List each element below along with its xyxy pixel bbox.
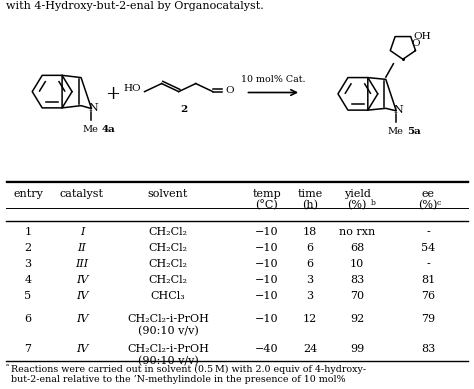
Text: −10: −10 xyxy=(255,314,279,324)
Text: HO: HO xyxy=(123,84,141,93)
Text: 10 mol% Cat.: 10 mol% Cat. xyxy=(241,75,306,84)
Text: 5a: 5a xyxy=(407,128,420,137)
Text: time: time xyxy=(297,189,323,199)
Text: 2: 2 xyxy=(25,243,32,253)
Text: −10: −10 xyxy=(255,275,279,285)
Text: entry: entry xyxy=(13,189,43,199)
Text: no rxn: no rxn xyxy=(339,227,375,237)
Text: +: + xyxy=(105,85,120,103)
Text: −10: −10 xyxy=(255,291,279,301)
Text: catalyst: catalyst xyxy=(60,189,104,199)
Text: temp: temp xyxy=(253,189,282,199)
Text: 7: 7 xyxy=(25,344,31,354)
Text: (%): (%) xyxy=(419,200,438,210)
Text: yield: yield xyxy=(344,189,371,199)
Text: Me: Me xyxy=(82,125,99,134)
Text: OH: OH xyxy=(413,32,431,41)
Text: IV: IV xyxy=(76,275,88,285)
Text: 6: 6 xyxy=(306,243,314,253)
Text: 10: 10 xyxy=(350,259,364,269)
Text: −10: −10 xyxy=(255,227,279,237)
Text: ee: ee xyxy=(421,189,435,199)
Text: (h): (h) xyxy=(302,200,318,210)
Text: (%): (%) xyxy=(347,200,367,210)
Text: II: II xyxy=(78,243,86,253)
Text: 3: 3 xyxy=(306,291,314,301)
Text: IV: IV xyxy=(76,344,88,354)
Text: 70: 70 xyxy=(350,291,364,301)
Text: 79: 79 xyxy=(421,314,435,324)
Text: O: O xyxy=(225,86,234,95)
Text: O: O xyxy=(411,39,420,48)
Text: CH₂Cl₂: CH₂Cl₂ xyxy=(148,275,188,285)
Text: 4: 4 xyxy=(25,275,32,285)
Text: 99: 99 xyxy=(350,344,364,354)
Text: N: N xyxy=(89,103,98,113)
Text: 3: 3 xyxy=(25,259,32,269)
Text: 81: 81 xyxy=(421,275,435,285)
Text: 24: 24 xyxy=(303,344,317,354)
Text: 12: 12 xyxy=(303,314,317,324)
Text: (90:10 v/v): (90:10 v/v) xyxy=(137,356,199,366)
Text: 54: 54 xyxy=(421,243,435,253)
Text: 6: 6 xyxy=(25,314,32,324)
Text: 18: 18 xyxy=(303,227,317,237)
Text: ᵃ: ᵃ xyxy=(6,363,9,371)
Text: −40: −40 xyxy=(255,344,279,354)
Text: 83: 83 xyxy=(350,275,364,285)
Text: −10: −10 xyxy=(255,259,279,269)
Text: with 4-Hydroxy-but-2-enal by Organocatalyst.: with 4-Hydroxy-but-2-enal by Organocatal… xyxy=(6,1,264,11)
Text: 6: 6 xyxy=(306,259,314,269)
Text: 76: 76 xyxy=(421,291,435,301)
Text: (90:10 v/v): (90:10 v/v) xyxy=(137,326,199,336)
Text: -: - xyxy=(426,227,430,237)
Text: CH₂Cl₂: CH₂Cl₂ xyxy=(148,259,188,269)
Text: N: N xyxy=(393,105,403,115)
Text: CH₂Cl₂-i-PrOH: CH₂Cl₂-i-PrOH xyxy=(127,314,209,324)
Text: 1: 1 xyxy=(25,227,32,237)
Text: solvent: solvent xyxy=(148,189,188,199)
Text: 5: 5 xyxy=(25,291,32,301)
Text: 83: 83 xyxy=(421,344,435,354)
Text: CHCl₃: CHCl₃ xyxy=(151,291,185,301)
Text: Me: Me xyxy=(387,128,403,137)
Text: 2: 2 xyxy=(180,105,187,114)
Text: (°C): (°C) xyxy=(255,200,278,210)
Text: IV: IV xyxy=(76,314,88,324)
Text: -: - xyxy=(426,259,430,269)
Text: 4a: 4a xyxy=(102,125,116,134)
Text: III: III xyxy=(75,259,89,269)
Text: b: b xyxy=(371,199,376,207)
Text: CH₂Cl₂: CH₂Cl₂ xyxy=(148,243,188,253)
Text: −10: −10 xyxy=(255,243,279,253)
Text: c: c xyxy=(437,199,441,207)
Text: CH₂Cl₂: CH₂Cl₂ xyxy=(148,227,188,237)
Text: CH₂Cl₂-i-PrOH: CH₂Cl₂-i-PrOH xyxy=(127,344,209,354)
Text: I: I xyxy=(80,227,84,237)
Text: 3: 3 xyxy=(306,275,314,285)
Text: 68: 68 xyxy=(350,243,364,253)
Text: Reactions were carried out in solvent (0.5 M) with 2.0 equiv of 4-hydroxy-
but-2: Reactions were carried out in solvent (0… xyxy=(11,364,366,384)
Text: IV: IV xyxy=(76,291,88,301)
Text: 92: 92 xyxy=(350,314,364,324)
